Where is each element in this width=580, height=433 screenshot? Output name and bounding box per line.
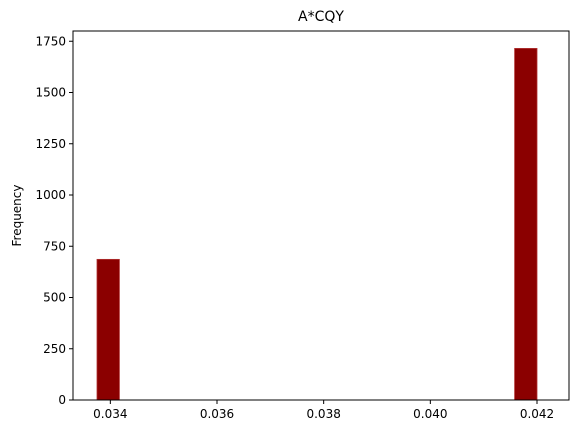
plot-frame <box>72 30 570 401</box>
y-tick-label: 1250 <box>35 137 66 151</box>
x-tick-label: 0.038 <box>306 407 340 421</box>
chart-title: A*CQY <box>298 9 344 25</box>
y-tick-label: 1500 <box>35 86 66 100</box>
histogram-bar <box>514 48 538 401</box>
bars-layer <box>96 48 538 401</box>
x-tick-label: 0.036 <box>200 407 234 421</box>
y-tick-label: 1750 <box>35 34 66 48</box>
y-tick-label: 750 <box>43 239 66 253</box>
histogram-bar <box>96 258 120 401</box>
x-axis-ticks: 0.034 0.036 0.038 0.040 0.042 <box>93 400 554 421</box>
y-tick-label: 250 <box>43 342 66 356</box>
x-tick-label: 0.042 <box>520 407 554 421</box>
y-tick-label: 0 <box>58 393 66 407</box>
y-axis-ticks: 0 250 500 750 1000 1250 1500 1750 <box>35 34 73 407</box>
y-tick-label: 500 <box>43 291 66 305</box>
y-tick-label: 1000 <box>35 188 66 202</box>
y-axis-label: Frequency <box>10 185 24 247</box>
x-tick-label: 0.034 <box>93 407 127 421</box>
x-tick-label: 0.040 <box>413 407 447 421</box>
